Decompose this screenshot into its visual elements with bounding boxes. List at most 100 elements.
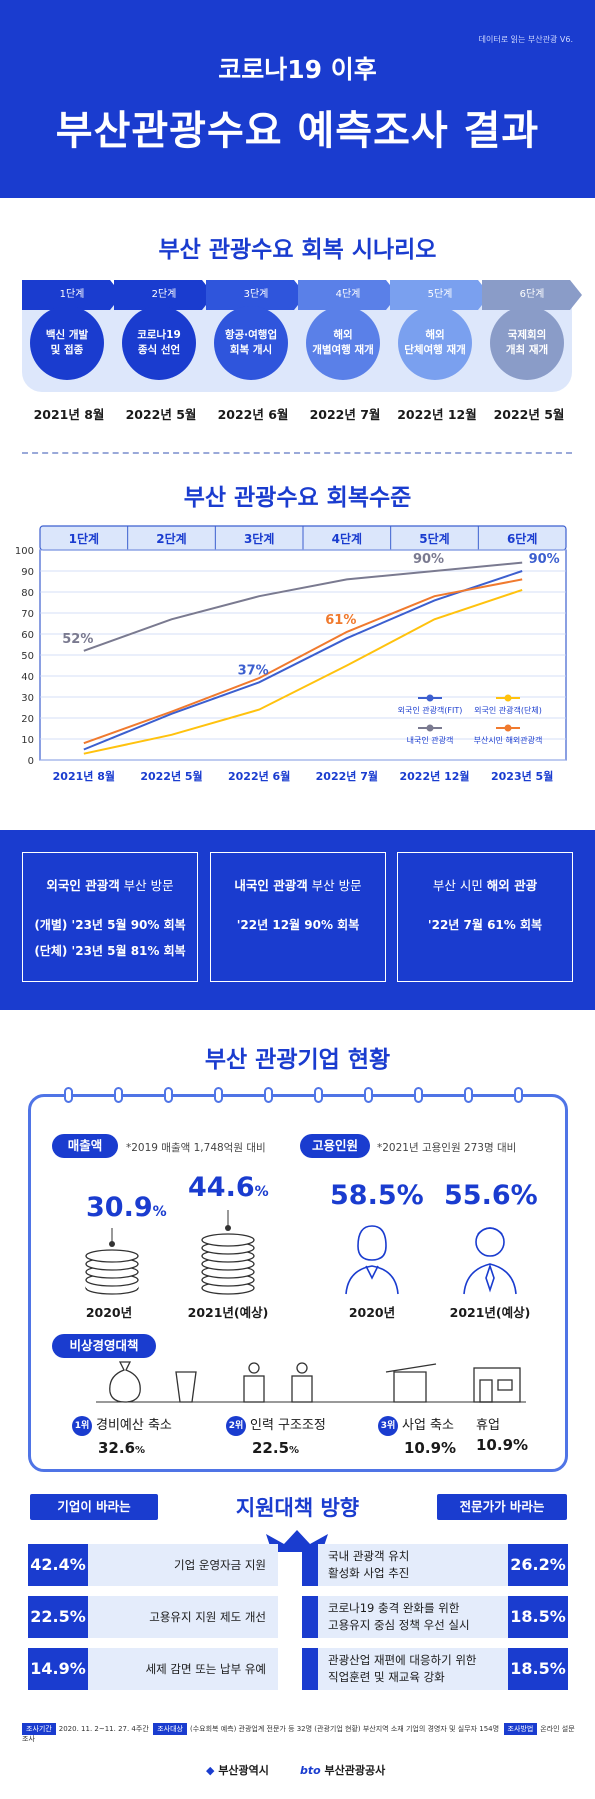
employ-year-2020: 2020년 xyxy=(348,1305,396,1320)
stage-label: 2단계 xyxy=(156,531,186,546)
step-circle: 항공·여행업 회복 개시 xyxy=(214,306,288,380)
step-arrow: 4단계 xyxy=(298,280,398,310)
x-tick-label: 2022년 5월 xyxy=(140,769,202,783)
y-tick-label: 50 xyxy=(21,651,34,662)
header-subtitle: 코로나19 이후 xyxy=(218,55,377,84)
employ-2021-value: 55.6% xyxy=(444,1180,538,1211)
emergency-label: 비상경영대책 xyxy=(52,1334,156,1358)
female-employee-icon xyxy=(345,1225,399,1295)
series-line-0 xyxy=(83,570,523,751)
company-want-label: 기업이 바라는 xyxy=(30,1494,158,1520)
company-support-percent: 22.5% xyxy=(28,1596,88,1638)
y-tick-label: 100 xyxy=(15,546,34,557)
scenario-title: 부산 관광수요 회복 시나리오 xyxy=(158,237,437,263)
expert-support-percent: 26.2% xyxy=(508,1544,568,1586)
summary-value: '22년 7월 61% 회복 xyxy=(427,918,543,932)
legend-marker xyxy=(504,724,512,732)
expert-support-percent: 18.5% xyxy=(508,1648,568,1690)
company-support-item: 42.4% 기업 운영자금 지원 xyxy=(28,1544,278,1586)
section-divider xyxy=(22,452,572,454)
series-line-3 xyxy=(83,578,523,745)
scenario-band xyxy=(22,300,572,392)
closed-shop-icon xyxy=(385,1363,437,1403)
header-title: 부산관광수요 예측조사 결과 xyxy=(55,108,540,154)
support-row: 22.5%고용유지 지원 제도 개선2코로나19 충격 완화를 위한 고용유지 … xyxy=(28,1596,568,1638)
summary-box-foreign: 외국인 관광객 부산 방문 (개별) '23년 5월 90% 회복 (단체) '… xyxy=(22,852,198,982)
coin-stack-icon xyxy=(201,1210,255,1295)
legend-marker xyxy=(426,724,434,732)
summary-box-citizen: 부산 시민 해외 관광 '22년 7월 61% 회복 xyxy=(397,852,573,982)
step-arrow: 6단계 xyxy=(482,280,582,310)
business-title: 부산 관광기업 현황 xyxy=(204,1047,391,1073)
sales-label: 매출액 xyxy=(52,1134,118,1158)
summary-head-bold: 내국인 관광객 xyxy=(234,878,308,893)
step-date: 2021년 8월 xyxy=(33,407,105,422)
male-employee-icon xyxy=(463,1227,517,1295)
summary-box-domestic: 내국인 관광객 부산 방문 '22년 12월 90% 회복 xyxy=(210,852,386,982)
emergency-icons xyxy=(96,1361,526,1403)
legend-label: 외국인 관광객(FIT) xyxy=(398,705,463,715)
x-tick-label: 2023년 5월 xyxy=(491,769,553,783)
sales-year-2021: 2021년(예상) xyxy=(187,1305,269,1320)
footer-key: 조사기간 xyxy=(22,1723,56,1735)
business-card xyxy=(28,1094,568,1472)
binder-ring xyxy=(414,1087,423,1103)
sales-year-2020: 2020년 xyxy=(85,1305,133,1320)
worker-icon xyxy=(248,1362,260,1374)
x-tick-label: 2022년 12월 xyxy=(400,769,470,783)
employ-label: 고용인원 xyxy=(300,1134,370,1158)
company-support-text: 고용유지 지원 제도 개선 xyxy=(149,1609,266,1624)
legend-label: 외국인 관광객(단체) xyxy=(474,705,542,715)
step-circle: 코로나19 종식 선언 xyxy=(122,306,196,380)
step-date: 2022년 5월 xyxy=(493,407,565,422)
data-label: 90% xyxy=(413,552,444,567)
x-tick-label: 2021년 8월 xyxy=(53,769,115,783)
coin-stack-icon xyxy=(85,1228,139,1295)
company-support-text: 기업 운영자금 지원 xyxy=(174,1557,266,1572)
x-tick-label: 2022년 6월 xyxy=(228,769,290,783)
step-date: 2022년 12월 xyxy=(397,407,477,422)
y-tick-label: 80 xyxy=(21,588,34,599)
series-tag: 데이터로 읽는 부산관광 V6. xyxy=(478,35,573,44)
summary-value: (개별) '23년 5월 90% 회복 xyxy=(34,918,186,932)
expert-support-item: 코로나19 충격 완화를 위한 고용유지 중심 정책 우선 실시 18.5% xyxy=(318,1596,568,1638)
company-support-percent: 42.4% xyxy=(28,1544,88,1586)
summary-head-bold: 해외 관광 xyxy=(486,878,538,893)
binder-ring xyxy=(514,1087,523,1103)
emergency-item-3: 3위 사업 축소 10.9% xyxy=(378,1414,456,1457)
data-label: 90% xyxy=(529,552,560,567)
footer-key: 조사방법 xyxy=(503,1723,538,1735)
company-support-item: 14.9% 세제 감면 또는 납부 유예 xyxy=(28,1648,278,1690)
y-tick-label: 20 xyxy=(21,714,34,725)
y-tick-label: 90 xyxy=(21,567,34,578)
company-support-text: 세제 감면 또는 납부 유예 xyxy=(145,1661,266,1676)
data-label: 52% xyxy=(62,632,93,647)
summary-head-bold: 외국인 관광객 xyxy=(46,878,120,893)
stage-label: 6단계 xyxy=(507,531,537,546)
legend-label: 부산시민 해외관광객 xyxy=(474,735,543,745)
summary-head-rest: 부산 방문 xyxy=(307,878,362,893)
step-arrow: 1단계 xyxy=(22,280,122,310)
binder-ring xyxy=(214,1087,223,1103)
expert-support-item: 관광산업 재편에 대응하기 위한 직업훈련 및 재교육 강화 18.5% xyxy=(318,1648,568,1690)
expert-support-text: 코로나19 충격 완화를 위한 고용유지 중심 정책 우선 실시 xyxy=(328,1601,470,1632)
data-label: 61% xyxy=(325,613,356,628)
store-icon xyxy=(473,1367,521,1403)
employ-note: *2021년 고용인원 273명 대비 xyxy=(377,1142,517,1154)
busan-city-logo: ◆ 부산광역시 xyxy=(206,1764,269,1777)
step-circle: 해외 단체여행 재개 xyxy=(398,306,472,380)
summary-head-rest: 부산 방문 xyxy=(119,878,174,893)
summary-panel xyxy=(0,830,595,1010)
stage-label: 4단계 xyxy=(332,531,362,546)
step-date: 2022년 5월 xyxy=(125,407,197,422)
legend-label: 내국인 관광객 xyxy=(407,735,454,745)
emergency-item-1: 1위 경비예산 축소 32.6% xyxy=(72,1414,172,1457)
header-banner: 데이터로 읽는 부산관광 V6. 코로나19 이후 부산관광수요 예측조사 결과 xyxy=(0,0,595,198)
employ-2020-value: 58.5% xyxy=(330,1180,424,1211)
step-date: 2022년 6월 xyxy=(217,407,289,422)
emergency-item-4: 휴업 10.9% xyxy=(476,1418,529,1454)
step-circle: 국제회의 개최 재개 xyxy=(490,306,564,380)
stage-label: 3단계 xyxy=(244,531,274,546)
stage-label: 5단계 xyxy=(419,531,449,546)
